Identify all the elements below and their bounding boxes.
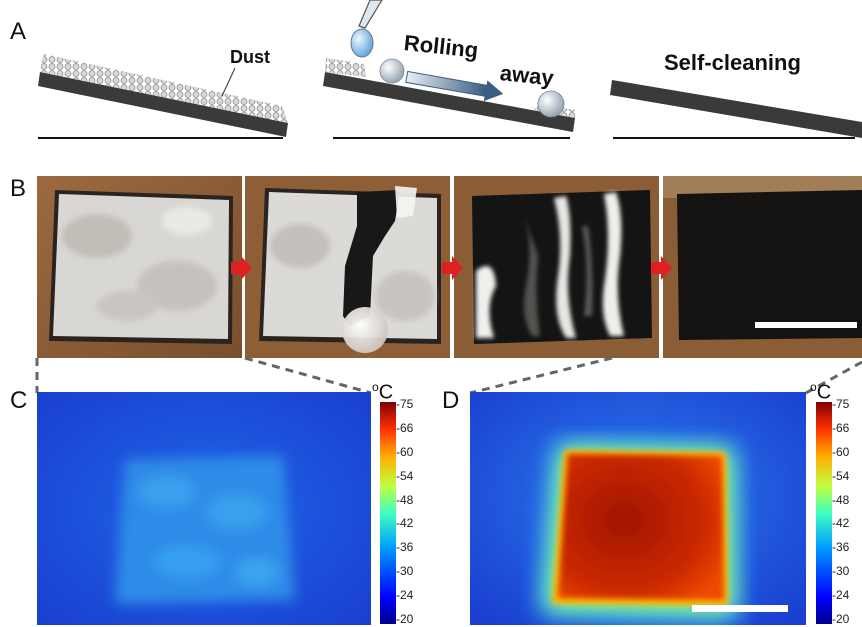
colorbar-tick-label: -75	[396, 397, 414, 411]
colorbar-tick-label: -60	[832, 444, 850, 459]
colorbar-tick-label: -20	[832, 612, 850, 626]
colorbar-tick-label: -75	[832, 397, 850, 411]
panel-label-b: B	[10, 175, 27, 202]
colorbar-tick-label: -30	[832, 564, 850, 579]
pipette-icon	[358, 0, 383, 29]
scheme-clean-surface	[610, 80, 862, 139]
droplet-icon	[379, 58, 405, 84]
colorbar-d	[816, 402, 832, 624]
dust-label: Dust	[230, 47, 270, 67]
dust-pointer	[221, 67, 236, 97]
colorbar-tick-label: -66	[832, 420, 850, 435]
panel-label-a: A	[10, 18, 27, 45]
colorbar-tick-label: -54	[396, 468, 414, 483]
droplet-icon	[342, 307, 388, 353]
rolling-arrow-icon	[405, 70, 504, 102]
right-arrow-icon	[442, 256, 463, 280]
colorbar-c	[380, 402, 396, 624]
dust-residue-left	[325, 58, 366, 77]
colorbar-tick-label: -54	[832, 468, 850, 483]
temperature-unit-d: oC	[810, 380, 832, 404]
photo-mostly-cleaned	[454, 176, 659, 358]
self-cleaning-label: Self-cleaning	[664, 50, 801, 75]
temperature-unit-c: oC	[372, 380, 394, 404]
panel-a-schematic	[38, 0, 862, 139]
colorbar-tick-label: -42	[832, 516, 850, 531]
connector-line	[244, 356, 372, 395]
panel-label-d: D	[442, 387, 460, 414]
photo-partially-cleaned	[245, 176, 450, 358]
right-arrow-icon	[651, 256, 672, 280]
colorbar-tick-label: -42	[396, 516, 414, 531]
tilted-substrate	[610, 80, 862, 138]
scheme-dusty-surface	[38, 54, 288, 139]
falling-droplet-icon	[350, 28, 374, 58]
thermal-image-dusty	[37, 392, 371, 625]
connector-line	[805, 360, 862, 395]
photo-clean-surface	[663, 176, 862, 358]
connector-line	[469, 356, 613, 395]
scale-bar	[755, 322, 857, 328]
colorbar-tick-label: -20	[396, 612, 414, 626]
colorbar-tick-label: -60	[396, 444, 414, 459]
photo-dusty-surface	[37, 176, 242, 358]
colorbar-tick-label: -24	[832, 588, 850, 603]
droplet-icon	[537, 90, 565, 118]
colorbar-tick-label: -30	[396, 564, 414, 579]
colorbar-tick-label: -48	[832, 492, 850, 507]
scheme-rolling-droplet	[323, 0, 575, 139]
colorbar-tick-label: -36	[396, 540, 414, 555]
colorbar-tick-label: -24	[396, 588, 414, 603]
thermal-image-clean	[470, 392, 806, 625]
panel-label-c: C	[10, 387, 28, 414]
colorbar-tick-label: -66	[396, 420, 414, 435]
colorbar-tick-label: -36	[832, 540, 850, 555]
tilted-substrate	[323, 72, 575, 132]
dust-layer	[40, 54, 288, 123]
tilted-substrate	[38, 72, 288, 137]
scale-bar	[692, 605, 788, 612]
right-arrow-icon	[231, 256, 252, 280]
colorbar-tick-label: -48	[396, 492, 414, 507]
